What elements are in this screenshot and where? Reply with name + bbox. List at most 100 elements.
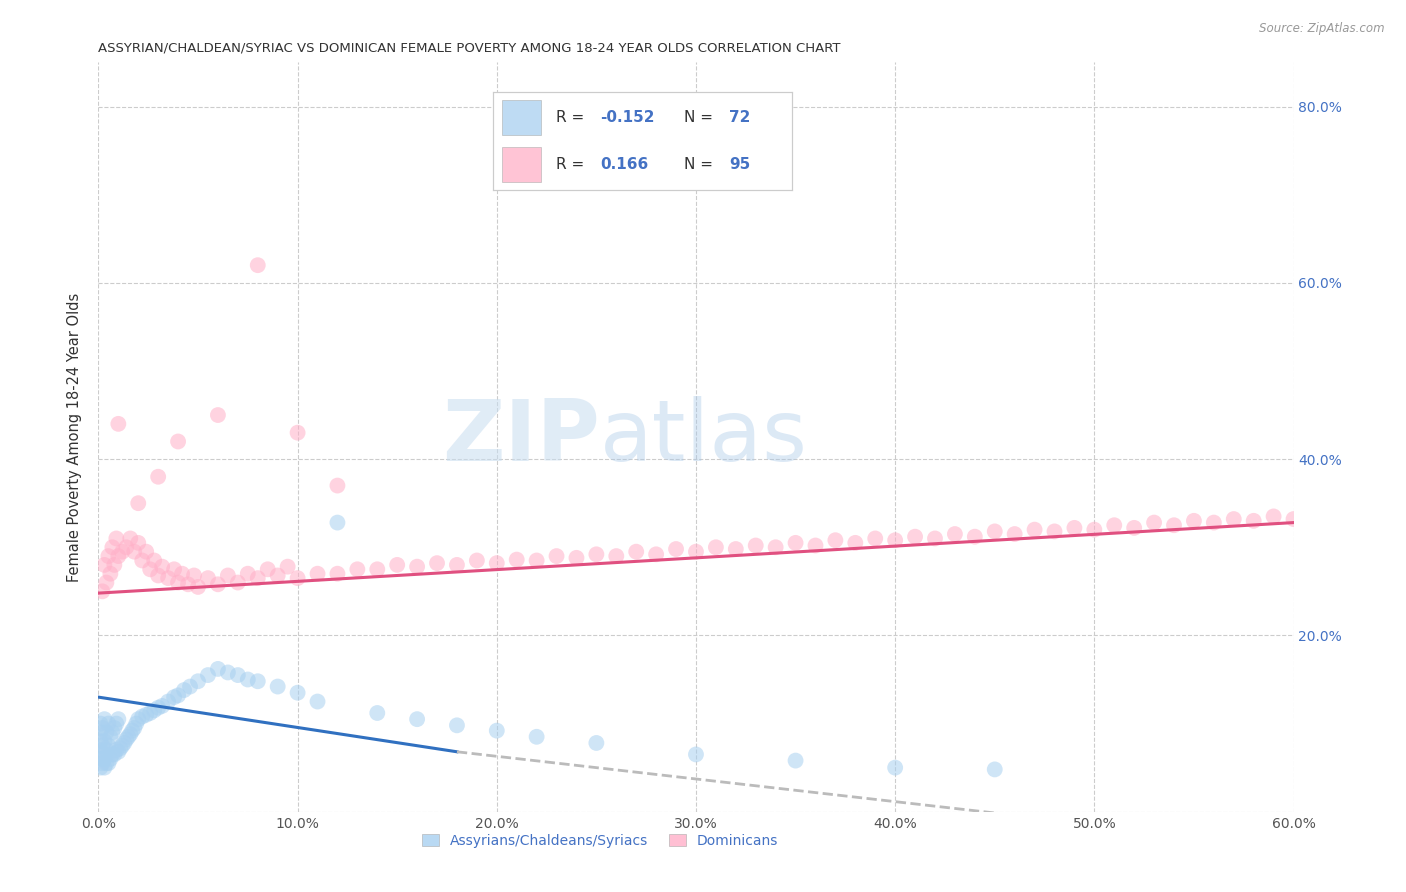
Dominicans <box>256 562 278 576</box>
Assyrians/Chaldeans/Syriacs <box>97 756 120 771</box>
Dominicans <box>506 552 529 566</box>
Assyrians/Chaldeans/Syriacs <box>236 673 259 687</box>
Assyrians/Chaldeans/Syriacs <box>103 747 125 762</box>
Dominicans <box>1104 518 1126 533</box>
Assyrians/Chaldeans/Syriacs <box>93 712 115 726</box>
Assyrians/Chaldeans/Syriacs <box>89 761 111 775</box>
Assyrians/Chaldeans/Syriacs <box>96 756 118 771</box>
Text: ASSYRIAN/CHALDEAN/SYRIAC VS DOMINICAN FEMALE POVERTY AMONG 18-24 YEAR OLDS CORRE: ASSYRIAN/CHALDEAN/SYRIAC VS DOMINICAN FE… <box>98 41 841 54</box>
Assyrians/Chaldeans/Syriacs <box>91 756 114 771</box>
Dominicans <box>135 544 157 558</box>
Dominicans <box>148 469 170 483</box>
Dominicans <box>120 532 142 546</box>
Dominicans <box>326 566 349 581</box>
Assyrians/Chaldeans/Syriacs <box>96 743 118 757</box>
Dominicans <box>127 536 149 550</box>
Assyrians/Chaldeans/Syriacs <box>105 716 128 731</box>
Assyrians/Chaldeans/Syriacs <box>89 716 111 731</box>
Dominicans <box>207 408 229 422</box>
Dominicans <box>1243 514 1265 528</box>
Assyrians/Chaldeans/Syriacs <box>267 680 290 694</box>
Assyrians/Chaldeans/Syriacs <box>131 709 153 723</box>
Dominicans <box>207 577 229 591</box>
Assyrians/Chaldeans/Syriacs <box>96 725 118 739</box>
Dominicans <box>267 568 290 582</box>
Assyrians/Chaldeans/Syriacs <box>785 754 807 768</box>
Assyrians/Chaldeans/Syriacs <box>101 725 124 739</box>
Assyrians/Chaldeans/Syriacs <box>98 730 122 744</box>
Assyrians/Chaldeans/Syriacs <box>112 736 135 750</box>
Text: Source: ZipAtlas.com: Source: ZipAtlas.com <box>1260 22 1385 36</box>
Dominicans <box>943 527 966 541</box>
Dominicans <box>183 568 205 582</box>
Dominicans <box>526 553 548 567</box>
Legend: Assyrians/Chaldeans/Syriacs, Dominicans: Assyrians/Chaldeans/Syriacs, Dominicans <box>416 829 785 854</box>
Dominicans <box>139 562 162 576</box>
Dominicans <box>785 536 807 550</box>
Dominicans <box>91 584 114 599</box>
Assyrians/Chaldeans/Syriacs <box>91 747 114 762</box>
Assyrians/Chaldeans/Syriacs <box>485 723 508 738</box>
Dominicans <box>163 562 186 576</box>
Assyrians/Chaldeans/Syriacs <box>115 732 138 747</box>
Dominicans <box>485 556 508 570</box>
Dominicans <box>287 571 309 585</box>
Assyrians/Chaldeans/Syriacs <box>97 739 120 753</box>
Dominicans <box>103 558 125 572</box>
Assyrians/Chaldeans/Syriacs <box>103 721 125 735</box>
Dominicans <box>585 547 607 561</box>
Assyrians/Chaldeans/Syriacs <box>526 730 548 744</box>
Dominicans <box>148 568 170 582</box>
Assyrians/Chaldeans/Syriacs <box>150 698 173 713</box>
Assyrians/Chaldeans/Syriacs <box>163 690 186 705</box>
Assyrians/Chaldeans/Syriacs <box>179 680 201 694</box>
Assyrians/Chaldeans/Syriacs <box>984 763 1007 777</box>
Assyrians/Chaldeans/Syriacs <box>187 674 209 689</box>
Assyrians/Chaldeans/Syriacs <box>217 665 239 680</box>
Assyrians/Chaldeans/Syriacs <box>89 752 111 766</box>
Assyrians/Chaldeans/Syriacs <box>93 752 115 766</box>
Assyrians/Chaldeans/Syriacs <box>167 689 190 703</box>
Dominicans <box>287 425 309 440</box>
Dominicans <box>107 417 129 431</box>
Dominicans <box>824 533 846 548</box>
Assyrians/Chaldeans/Syriacs <box>120 727 142 741</box>
Dominicans <box>963 530 986 544</box>
Dominicans <box>167 575 190 590</box>
Dominicans <box>765 541 787 555</box>
Assyrians/Chaldeans/Syriacs <box>98 752 122 766</box>
Assyrians/Chaldeans/Syriacs <box>685 747 707 762</box>
Assyrians/Chaldeans/Syriacs <box>157 694 180 708</box>
Dominicans <box>1282 512 1305 526</box>
Dominicans <box>605 549 627 563</box>
Dominicans <box>150 559 173 574</box>
Dominicans <box>177 577 200 591</box>
Dominicans <box>984 524 1007 539</box>
Assyrians/Chaldeans/Syriacs <box>117 730 139 744</box>
Dominicans <box>246 571 269 585</box>
Dominicans <box>143 553 166 567</box>
Dominicans <box>865 532 887 546</box>
Dominicans <box>1043 524 1066 539</box>
Dominicans <box>904 530 927 544</box>
Assyrians/Chaldeans/Syriacs <box>326 516 349 530</box>
Dominicans <box>105 532 128 546</box>
Text: atlas: atlas <box>600 395 808 479</box>
Dominicans <box>446 558 468 572</box>
Dominicans <box>101 541 124 555</box>
Dominicans <box>685 544 707 558</box>
Dominicans <box>97 549 120 563</box>
Assyrians/Chaldeans/Syriacs <box>107 745 129 759</box>
Assyrians/Chaldeans/Syriacs <box>127 712 149 726</box>
Text: ZIP: ZIP <box>443 395 600 479</box>
Dominicans <box>124 544 146 558</box>
Dominicans <box>1123 521 1146 535</box>
Assyrians/Chaldeans/Syriacs <box>89 743 111 757</box>
Dominicans <box>226 575 249 590</box>
Dominicans <box>1143 516 1166 530</box>
Dominicans <box>172 566 194 581</box>
Assyrians/Chaldeans/Syriacs <box>110 741 132 756</box>
Assyrians/Chaldeans/Syriacs <box>107 712 129 726</box>
Dominicans <box>93 558 115 572</box>
Dominicans <box>111 544 134 558</box>
